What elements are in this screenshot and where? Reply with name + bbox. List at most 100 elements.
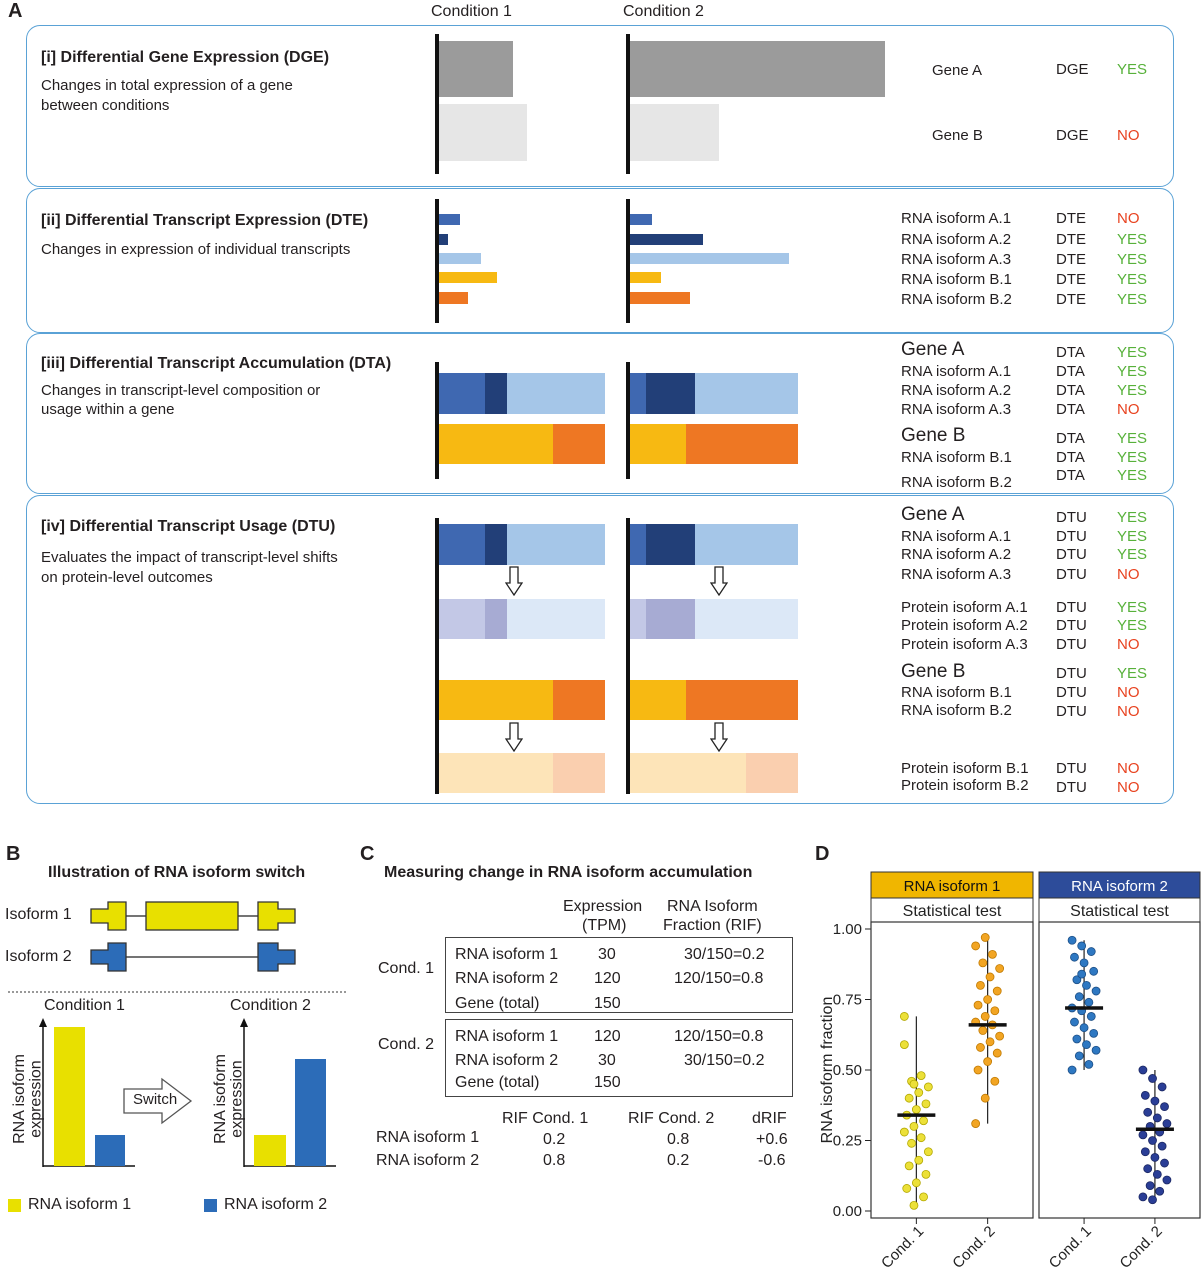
- dge-title: [i] Differential Gene Expression (DGE): [41, 49, 330, 66]
- data-point: [1077, 969, 1087, 979]
- dta-row-name: RNA isoform A.2: [901, 382, 1012, 399]
- dge-row-result: NO: [1117, 127, 1140, 144]
- down-arrow-icon: [505, 722, 523, 752]
- dte-row-test: DTE: [1056, 210, 1086, 227]
- panel-c-title: Measuring change in RNA isoform accumula…: [384, 864, 753, 881]
- dtu-title: [iv] Differential Transcript Usage (DTU): [41, 518, 336, 535]
- data-point: [919, 1192, 928, 1202]
- dte-row-name: RNA isoform A.1: [901, 210, 1012, 227]
- dta-title: [iii] Differential Transcript Accumulati…: [41, 355, 392, 372]
- data-point: [923, 1147, 933, 1157]
- y-tick-label: 1.00: [833, 921, 862, 938]
- data-point: [1152, 1169, 1162, 1179]
- data-point: [1157, 1141, 1167, 1151]
- dtu-protein-test: DTU: [1056, 617, 1087, 634]
- dta-row-result: YES: [1117, 382, 1148, 399]
- dge-desc-line2: between conditions: [41, 97, 170, 114]
- dge-box: [26, 25, 1174, 187]
- dtu-row-name: RNA isoform B.1: [901, 684, 1012, 701]
- data-point: [1084, 1059, 1094, 1069]
- data-point: [907, 1138, 916, 1148]
- dta-row-test: DTA: [1056, 449, 1085, 466]
- dtu-protein-test: DTU: [1056, 636, 1087, 653]
- dge-bar-gene-b-cond1: [439, 104, 527, 161]
- y-tick-label: 0.00: [833, 1203, 862, 1220]
- iso2-bar-cond1: [95, 1135, 125, 1166]
- data-point: [1157, 1082, 1167, 1092]
- data-point: [971, 1119, 981, 1128]
- dtu-row-result: YES: [1117, 528, 1148, 545]
- dtu-row-test: DTU: [1056, 566, 1087, 583]
- data-point: [902, 1184, 912, 1193]
- down-arrow-icon: [710, 566, 728, 596]
- dge-row-name: Gene A: [932, 62, 983, 79]
- data-point: [1082, 1040, 1091, 1050]
- data-point: [978, 958, 988, 968]
- data-point: [923, 1082, 933, 1092]
- dtu-protein-name: Protein isoform B.1: [901, 760, 1029, 777]
- summary-row-rif1: 0.8: [543, 1152, 566, 1169]
- data-point: [1143, 1107, 1153, 1117]
- dte-bar-a3-cond2: [630, 253, 789, 264]
- data-point: [1148, 1136, 1157, 1145]
- condition-2-header: Condition 2: [623, 3, 704, 20]
- dte-row-test: DTE: [1056, 291, 1086, 308]
- dtu-gene-b-result: YES: [1117, 665, 1148, 682]
- data-point: [1082, 981, 1091, 990]
- data-point: [1162, 1175, 1172, 1185]
- facet-strip: [1038, 871, 1201, 899]
- data-point: [1072, 975, 1082, 985]
- data-point: [1074, 1051, 1084, 1061]
- dte-bar-a1-cond1: [439, 214, 460, 225]
- dge-axis-cond2: [626, 34, 630, 174]
- y-tick-label: 0.50: [833, 1062, 862, 1079]
- data-point: [1089, 966, 1099, 976]
- dtu-protein-result: NO: [1117, 636, 1140, 653]
- col-header-rif-2: Fraction (RIF): [663, 917, 762, 934]
- summary-row-rif2: 0.8: [667, 1131, 690, 1148]
- dta-row-result: YES: [1117, 467, 1148, 484]
- dtu-protein-result: YES: [1117, 617, 1148, 634]
- data-point: [916, 1133, 926, 1143]
- dtu-protein-test: DTU: [1056, 599, 1087, 616]
- dta-desc-line1: Changes in transcript-level composition …: [41, 382, 321, 399]
- dtu-protein-stack-gene-b-cond1: [439, 753, 605, 793]
- cond1-row-tpm: 120: [594, 970, 621, 987]
- data-point: [1091, 1045, 1101, 1055]
- facet-subtitle-box: [870, 897, 1034, 923]
- facet-subtitle-box: [1038, 897, 1201, 923]
- dtu-rna-stack-gene-a-cond2: [630, 524, 798, 565]
- switch-arrow-icon: [123, 1077, 193, 1125]
- dta-stack-gene-b-cond1: [439, 424, 605, 464]
- dte-row-name: RNA isoform B.1: [901, 271, 1012, 288]
- iso1-bar-cond1: [54, 1027, 85, 1166]
- col-header-tpm: (TPM): [582, 917, 627, 934]
- data-point: [1067, 935, 1077, 945]
- facet-panel: [1038, 921, 1201, 1219]
- dte-row-result: YES: [1117, 251, 1148, 268]
- data-point: [909, 1121, 919, 1131]
- facet-strip-label: RNA isoform 2: [1071, 878, 1168, 895]
- data-point: [990, 1076, 1000, 1086]
- iso2-bar-cond2: [295, 1059, 326, 1166]
- dtu-row-test: DTU: [1056, 528, 1087, 545]
- dge-axis-cond1: [435, 34, 439, 174]
- dte-bar-a2-cond2: [630, 234, 703, 245]
- dte-row-name: RNA isoform A.2: [901, 231, 1012, 248]
- dtu-axis-cond2: [626, 518, 630, 794]
- dtu-row-result: NO: [1117, 566, 1140, 583]
- data-point: [911, 1105, 921, 1114]
- data-point: [1148, 1195, 1157, 1205]
- dtu-row-result: NO: [1117, 684, 1140, 701]
- dta-row-test: DTA: [1056, 467, 1085, 484]
- facet-subtitle: Statistical test: [903, 903, 1002, 920]
- dge-row-name: Gene B: [932, 127, 983, 144]
- dta-row-name: RNA isoform A.3: [901, 401, 1012, 418]
- dtu-gene-a-result: YES: [1117, 509, 1148, 526]
- dta-axis-cond2: [626, 362, 630, 479]
- dta-row-test: DTA: [1056, 401, 1085, 418]
- dta-row-result: NO: [1117, 401, 1140, 418]
- dtu-row-test: DTU: [1056, 546, 1087, 563]
- data-point: [1089, 1028, 1099, 1038]
- dta-stack-gene-a-cond1: [439, 373, 605, 414]
